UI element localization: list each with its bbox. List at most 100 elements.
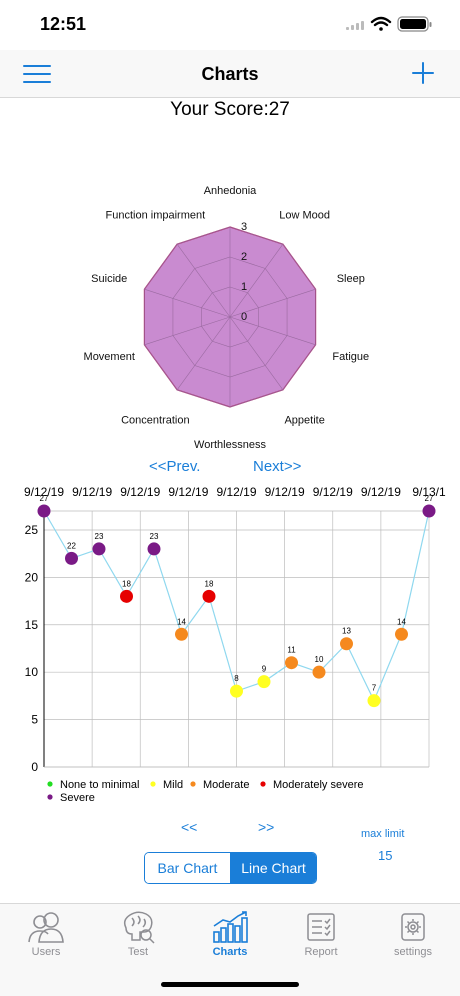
home-indicator [161,982,299,987]
tab-bar: Users Test Charts [0,903,460,996]
y-tick-label: 25 [25,523,39,537]
y-tick-label: 20 [25,570,39,584]
tab-users-label: Users [31,946,61,958]
legend-label: Moderate [203,779,249,791]
data-label: 9 [262,665,267,674]
radar-spoke [176,244,231,318]
data-point[interactable] [285,656,298,670]
next-page-link[interactable]: Next>> [253,458,302,475]
tab-test[interactable]: Test [98,910,178,966]
data-label: 18 [122,579,131,588]
small-next-button[interactable]: >> [258,819,275,835]
data-point[interactable] [175,627,188,641]
x-tick-label: 9/12/19 [313,485,353,499]
y-tick-label: 15 [25,618,39,632]
chart-icon [213,911,248,943]
data-label: 14 [397,617,406,626]
radar-tick-label: 2 [241,251,247,263]
radar-axis-label: Movement [84,351,135,363]
data-label: 13 [342,627,351,636]
data-point[interactable] [422,504,436,518]
data-point[interactable] [395,627,408,641]
x-tick-label: 9/12/19 [265,485,305,499]
radar-spoke [176,316,231,390]
plus-icon[interactable] [410,60,436,86]
tab-report-label: Report [304,946,338,958]
data-label: 11 [287,646,296,655]
status-icons [346,16,432,32]
tab-users[interactable]: Users [6,910,86,966]
x-tick-label: 9/12/19 [361,485,401,499]
legend-label: Moderately severe [273,779,364,791]
radar-axis-label: Anhedonia [204,185,257,197]
gear-icon [401,913,425,941]
radar-axis-label: Worthlessness [194,439,266,451]
data-point[interactable] [367,694,381,708]
tab-charts[interactable]: Charts [190,910,270,966]
data-point[interactable] [202,589,216,603]
radar-tick-label: 3 [241,221,247,233]
line-chart: 0 5 10 15 20 25 9/12/19 9/12/19 9/12/19 9/12/19 9/… [24,485,446,804]
x-tick-label: 9/13/1 [412,485,446,499]
y-tick-label: 5 [31,713,38,727]
max-limit-label: max limit [361,828,405,840]
prev-page-link[interactable]: <<Prev. [149,458,201,475]
status-bar: 12:51 [0,0,460,50]
data-point[interactable] [312,665,326,679]
tab-charts-label: Charts [212,946,248,958]
data-label: 22 [67,541,76,550]
chart-type-segmented-control: Bar Chart Line Chart [144,852,317,884]
line-chart-segment[interactable]: Line Chart [231,853,316,883]
small-prev-button[interactable]: << [181,819,198,835]
data-label: 23 [95,532,104,541]
brain-icon [123,911,155,944]
radar-spoke [144,316,231,346]
bar-chart-segment[interactable]: Bar Chart [145,853,231,883]
hamburger-icon[interactable] [22,62,52,86]
data-point[interactable] [147,542,161,556]
report-icon [307,913,335,941]
data-label: 10 [315,655,324,664]
legend-label: None to minimal [60,779,139,791]
radar-axis-label: Suicide [91,273,127,285]
tab-settings-label: settings [394,946,432,958]
data-label: 7 [372,684,377,693]
data-point[interactable] [65,551,78,565]
legend-swatch [47,781,53,787]
data-point[interactable] [257,675,271,689]
y-tick-label: 10 [25,665,39,679]
data-label: 8 [234,674,239,683]
radar-axis-label: Fatigue [332,351,369,363]
data-label: 18 [205,579,214,588]
status-time: 12:51 [40,14,87,34]
battery-icon [397,16,432,32]
legend-swatch [190,781,196,787]
radar-tick-label: 0 [241,311,247,323]
x-tick-label: 9/12/19 [120,485,160,499]
radar-spoke [229,316,316,346]
legend-swatch [260,781,266,787]
y-tick-label: 0 [31,760,38,774]
x-tick-label: 9/12/19 [72,485,112,499]
data-point[interactable] [120,589,133,603]
tab-settings[interactable]: settings [373,910,453,966]
radar-spoke [144,288,231,318]
data-label: 23 [150,532,159,541]
max-limit-value[interactable]: 15 [378,848,393,863]
tab-test-label: Test [127,946,149,958]
data-point[interactable] [340,637,353,651]
score-text: Your Score:27 [170,99,290,120]
data-point[interactable] [37,504,51,518]
data-point[interactable] [230,684,243,698]
data-label: 27 [40,494,49,503]
x-tick-label: 9/12/19 [24,485,64,499]
tab-report[interactable]: Report [281,910,361,966]
data-point[interactable] [92,542,106,556]
x-tick-label: 9/12/19 [168,485,208,499]
cellular-signal-icon [346,21,364,30]
radar-spoke [229,288,316,318]
data-label: 14 [177,617,186,626]
legend-swatch [47,794,53,800]
data-label: 27 [425,494,434,503]
page-title: Charts [201,64,259,84]
